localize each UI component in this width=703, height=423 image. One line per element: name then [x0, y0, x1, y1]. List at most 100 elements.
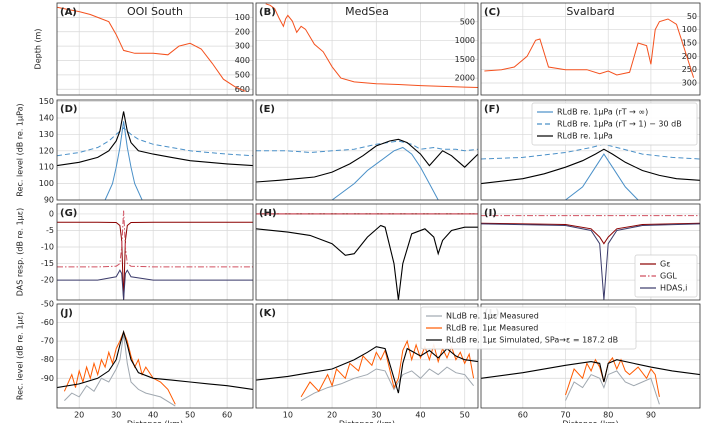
x-tick-label: 20	[74, 411, 84, 420]
y-tick-label: 400	[235, 56, 250, 65]
legend-box	[420, 306, 637, 350]
series-line	[57, 221, 253, 300]
x-tick-label: 80	[603, 411, 613, 420]
plot-frame	[255, 99, 479, 201]
series-line	[481, 359, 700, 383]
series-line	[57, 111, 253, 167]
plot-frame	[480, 99, 701, 201]
x-tick-label: 70	[560, 411, 570, 420]
y-tick-label: 100	[235, 13, 250, 22]
legend-label: HDAS,i	[660, 284, 687, 293]
y-axis-label: Rec. level (dB re. 1με)	[16, 312, 25, 400]
x-axis-label: Distance (km)	[562, 420, 618, 423]
plot-area	[256, 100, 478, 200]
x-tick-label: 60	[518, 411, 528, 420]
panel-label: (B)	[259, 7, 276, 18]
panel-label: (H)	[259, 208, 277, 219]
legend-box	[634, 254, 698, 298]
panel-label: (I)	[484, 208, 497, 219]
series-line	[565, 356, 660, 397]
series-line	[256, 224, 478, 300]
plot-area	[57, 3, 253, 95]
series-line	[57, 6, 246, 92]
y-tick-label: -60	[41, 318, 54, 327]
panel-label: (J)	[60, 308, 73, 319]
series-line	[256, 140, 478, 154]
series-line	[63, 330, 176, 405]
y-tick-label: 120	[39, 146, 54, 155]
y-tick-label: 300	[235, 42, 250, 51]
legend-label: RLdB re. 1μPa (rT → 1) − 30 dB	[557, 120, 682, 129]
panel-label: (A)	[60, 7, 77, 18]
series-line	[565, 153, 639, 200]
plot-frame	[56, 2, 254, 96]
legend-label: RLdB re. 1με Measured	[446, 324, 538, 333]
x-tick-label: 50	[460, 411, 470, 420]
panel-label: (G)	[60, 208, 77, 219]
legend-label: RLdB re. 1με Simulated, SPa→ε = 187.2 dB	[446, 336, 618, 345]
y-tick-label: 200	[682, 52, 697, 61]
panel-label: (K)	[259, 308, 276, 319]
y-tick-label: 250	[682, 65, 697, 74]
column-title: MedSea	[345, 5, 389, 18]
legend-label: NLdB re. 1με Measured	[446, 312, 539, 321]
y-axis-label: Rec. level (dB re. 1μPa)	[16, 103, 25, 196]
plot-frame	[480, 303, 701, 409]
y-tick-label: 1500	[455, 55, 475, 64]
y-axis-label: Depth (m)	[34, 29, 43, 70]
plot-area	[57, 304, 253, 408]
y-tick-label: -5	[46, 226, 54, 235]
y-tick-label: -20	[41, 276, 54, 285]
x-tick-label: 10	[283, 411, 293, 420]
series-line	[331, 146, 439, 200]
column-title: OOI South	[127, 5, 183, 18]
plot-area	[256, 204, 478, 300]
y-tick-label: 100	[682, 25, 697, 34]
plot-area	[57, 204, 253, 300]
x-tick-label: 90	[646, 411, 656, 420]
series-line	[565, 370, 660, 405]
series-line	[256, 138, 478, 183]
series-line	[300, 339, 475, 398]
legend-label: GGL	[660, 272, 677, 281]
y-tick-label: 500	[235, 70, 250, 79]
y-tick-label: 500	[460, 17, 475, 26]
legend-label: Gε	[660, 260, 671, 269]
series-line	[57, 210, 253, 268]
column-title: Svalbard	[566, 5, 614, 18]
x-tick-label: 30	[111, 411, 121, 420]
panel-label: (D)	[60, 104, 77, 115]
plot-frame	[56, 203, 254, 301]
series-line	[481, 222, 700, 245]
plot-area	[481, 3, 700, 95]
series-line	[64, 333, 176, 407]
x-tick-label: 40	[415, 411, 425, 420]
y-tick-label: 130	[39, 130, 54, 139]
plot-frame	[480, 203, 701, 301]
x-tick-label: 20	[327, 411, 337, 420]
plot-frame	[255, 2, 479, 96]
legend-box	[531, 102, 698, 146]
x-tick-label: 30	[371, 411, 381, 420]
x-tick-label: 40	[148, 411, 158, 420]
y-tick-label: 90	[44, 196, 54, 205]
series-line	[57, 127, 253, 157]
plot-frame	[56, 303, 254, 409]
plot-area	[57, 100, 253, 200]
y-tick-label: 0	[49, 209, 54, 218]
legend-label: RLdB re. 1μPa (rT → ∞)	[557, 108, 648, 117]
panel-label: (F)	[484, 104, 500, 115]
x-axis-label: Distance (km)	[127, 420, 183, 423]
y-tick-label: 200	[235, 27, 250, 36]
y-tick-label: 150	[39, 97, 54, 106]
y-tick-label: 110	[39, 163, 54, 172]
series-line	[57, 329, 253, 390]
y-tick-label: 300	[682, 79, 697, 88]
y-tick-label: 1000	[455, 36, 475, 45]
series-line	[481, 148, 700, 185]
series-line	[484, 18, 695, 78]
series-line	[104, 121, 143, 200]
y-tick-label: -10	[41, 243, 54, 252]
plot-area	[256, 3, 478, 95]
